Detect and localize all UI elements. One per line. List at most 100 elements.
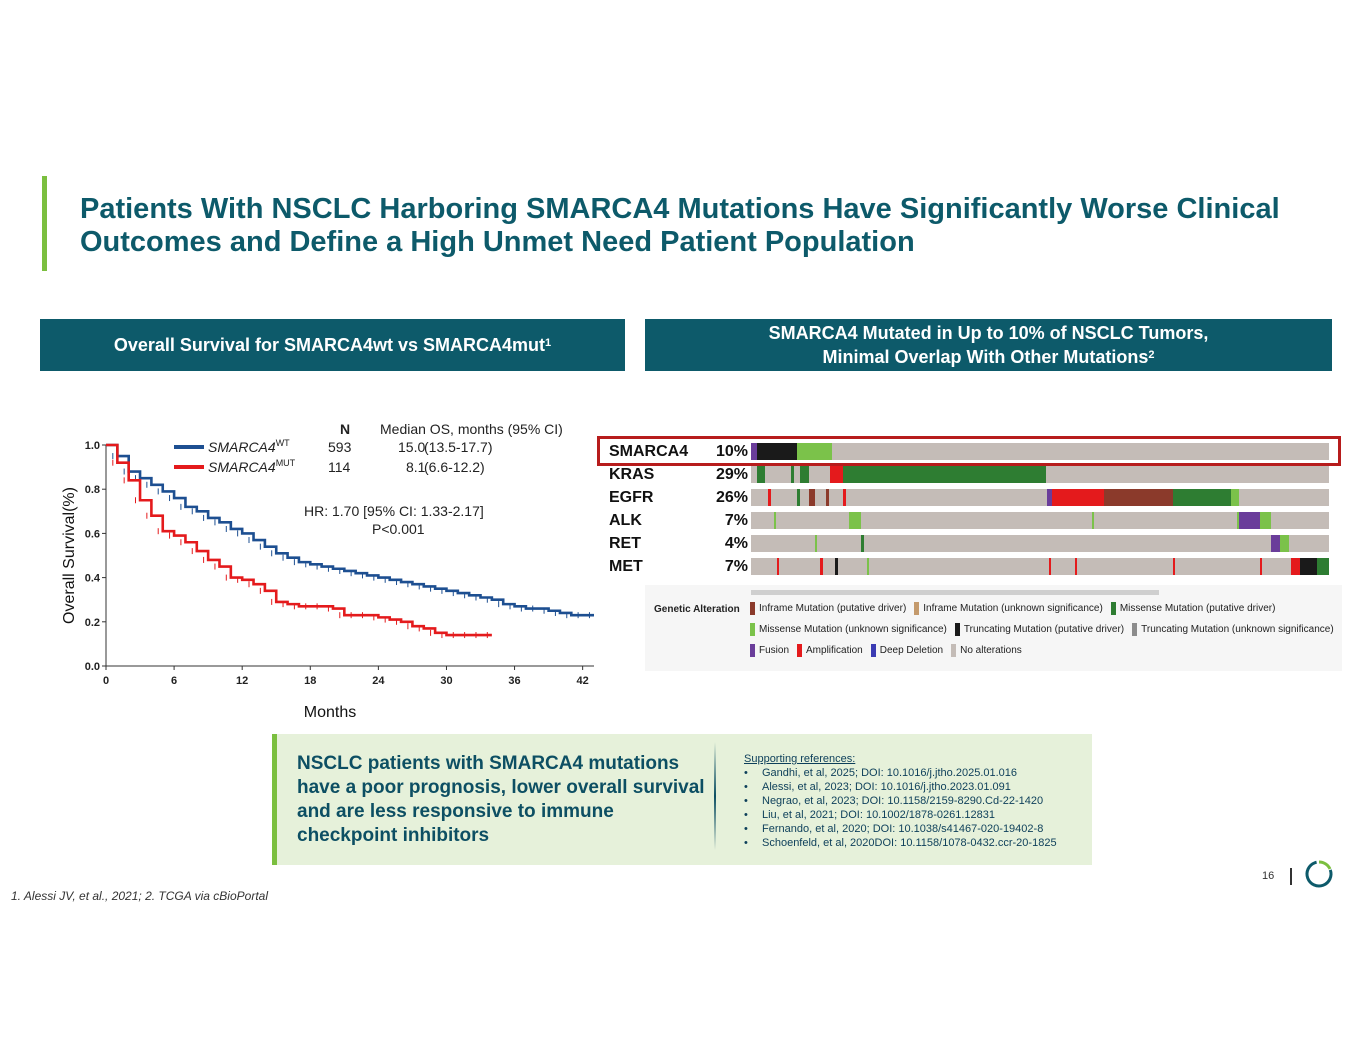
oncoprint-row-kras: KRAS 29%	[598, 466, 1338, 486]
km-hazard-ratio: HR: 1.70 [95% CI: 1.33-2.17]	[304, 503, 484, 519]
gene-name: ALK	[609, 512, 642, 529]
alteration-segment	[826, 489, 829, 506]
km-curves	[106, 443, 594, 639]
alteration-segment	[756, 443, 798, 460]
legend-item: Inframe Mutation (putative driver)	[750, 602, 906, 615]
page-title: Patients With NSCLC Harboring SMARCA4 Mu…	[80, 193, 1280, 258]
alteration-segment	[1048, 558, 1051, 575]
legend-label: Inframe Mutation (putative driver)	[759, 603, 907, 614]
alteration-segment	[834, 558, 838, 575]
km-y-tick-label: 0.0	[85, 661, 100, 673]
km-y-tick-label: 0.2	[85, 617, 100, 629]
gene-percent: 7%	[724, 512, 748, 529]
legend-label: No alterations	[960, 645, 1022, 656]
legend-row: Fusion Amplification Deep Deletion No alter…	[750, 644, 1022, 657]
footnote: 1. Alessi JV, et al., 2021; 2. TCGA via …	[11, 889, 268, 903]
gene-track	[751, 535, 1329, 552]
gene-percent: 26%	[715, 489, 748, 506]
gene-name: EGFR	[609, 489, 654, 506]
km-legend-series-name: SMARCA4WT	[208, 438, 290, 455]
km-legend-n-value: 593	[328, 439, 352, 455]
km-legend-ci-value: (6.6-12.2)	[424, 459, 485, 475]
left-header-text: Overall Survival for SMARCA4wt vs SMARCA…	[113, 335, 545, 355]
gene-track	[751, 443, 1329, 460]
km-y-axis-label: Overall Survival(%)	[61, 487, 78, 624]
legend-item: No alterations	[951, 644, 1022, 657]
alteration-segment	[1259, 512, 1272, 529]
legend-item: Missense Mutation (putative driver)	[1110, 602, 1276, 615]
alteration-segment	[1092, 512, 1095, 529]
gene-track	[751, 466, 1329, 483]
km-y-tick-label: 0.8	[85, 484, 100, 496]
km-p-value: P<0.001	[372, 521, 425, 537]
ref-item: Gandhi, et al, 2025; DOI: 10.1016/j.jtho…	[744, 766, 1089, 780]
right-header-line2: Minimal Overlap With Other Mutations	[822, 347, 1149, 367]
left-header-sup: 1	[544, 337, 552, 349]
oncoprint-scrollbar[interactable]	[751, 590, 1159, 595]
takeaway-divider	[714, 742, 716, 850]
km-curve-mut	[106, 443, 492, 637]
km-x-tick-label: 42	[577, 675, 589, 687]
legend-swatch	[797, 644, 803, 657]
oncoprint-row-met: MET 7%	[598, 558, 1338, 578]
legend-row: Missense Mutation (unknown significance)…	[750, 623, 1334, 636]
alteration-segment	[808, 489, 815, 506]
oncoprint-row-alk: ALK 7%	[598, 512, 1338, 532]
alteration-segment	[774, 512, 777, 529]
alteration-segment	[1291, 558, 1301, 575]
takeaway-text: NSCLC patients with SMARCA4 mutations ha…	[297, 753, 705, 846]
alteration-segment	[843, 466, 1046, 483]
legend-label: Inframe Mutation (unknown significance)	[923, 603, 1103, 614]
km-y-tick-label: 0.6	[85, 528, 100, 540]
km-x-axis-label: Months	[304, 704, 356, 721]
alteration-segment	[800, 466, 809, 483]
alteration-segment	[1236, 512, 1240, 529]
ref-item: Negrao, et al, 2023; DOI: 10.1158/2159-8…	[744, 794, 1089, 808]
alteration-segment	[756, 466, 766, 483]
legend-swatch	[914, 602, 920, 615]
gene-percent: 4%	[724, 535, 748, 552]
oncoprint-row-ret: RET 4%	[598, 535, 1338, 555]
alteration-segment	[1279, 535, 1289, 552]
gene-percent: 10%	[715, 443, 748, 460]
supporting-references: Supporting references: Gandhi, et al, 20…	[744, 752, 1089, 850]
legend-label: Amplification	[806, 645, 863, 656]
alteration-segment	[797, 443, 832, 460]
alteration-segment	[1074, 558, 1077, 575]
gene-track	[751, 512, 1329, 529]
alteration-segment	[1046, 489, 1052, 506]
legend-swatch	[870, 644, 876, 657]
legend-label: Truncating Mutation (unknown significanc…	[1141, 624, 1334, 635]
alteration-segment	[820, 558, 823, 575]
legend-item: Missense Mutation (unknown significance)	[750, 623, 947, 636]
alteration-segment	[777, 558, 780, 575]
km-x-tick-label: 12	[236, 675, 248, 687]
right-header-line1: SMARCA4 Mutated in Up to 10% of NSCLC Tu…	[768, 323, 1209, 343]
alteration-segment	[768, 489, 771, 506]
km-curve-wt	[106, 443, 594, 617]
legend-swatch	[951, 644, 957, 657]
km-legend-median-value: 8.1	[406, 459, 426, 475]
smarca4-highlight-box	[597, 436, 1341, 466]
legend-swatch	[1132, 623, 1138, 636]
km-y-tick-label: 0.4	[85, 573, 101, 585]
legend-swatch	[750, 602, 755, 615]
km-legend-series-name: SMARCA4MUT	[208, 458, 296, 475]
legend-label: Missense Mutation (putative driver)	[1119, 603, 1276, 614]
takeaway-accent-bar	[272, 734, 277, 865]
legend-item: Deep Deletion	[870, 644, 943, 657]
gene-name: KRAS	[609, 466, 655, 483]
oncoprint-legend: Genetic Alteration Inframe Mutation (puta…	[654, 602, 1344, 672]
alteration-segment	[1172, 558, 1176, 575]
km-y-tick-label: 1.0	[85, 440, 100, 452]
legend-item: Inframe Mutation (unknown significance)	[914, 602, 1103, 615]
km-x-tick-label: 24	[372, 675, 385, 687]
km-legend-n-header: N	[340, 421, 350, 437]
legend-row: Inframe Mutation (putative driver) Infram…	[750, 602, 1275, 615]
km-x-tick-label: 6	[171, 675, 177, 687]
page-number: 16	[1262, 870, 1275, 882]
alteration-segment	[1103, 489, 1173, 506]
refs-heading[interactable]: Supporting references:	[744, 753, 856, 765]
km-x-tick-label: 0	[103, 675, 109, 687]
legend-swatch	[750, 623, 755, 636]
